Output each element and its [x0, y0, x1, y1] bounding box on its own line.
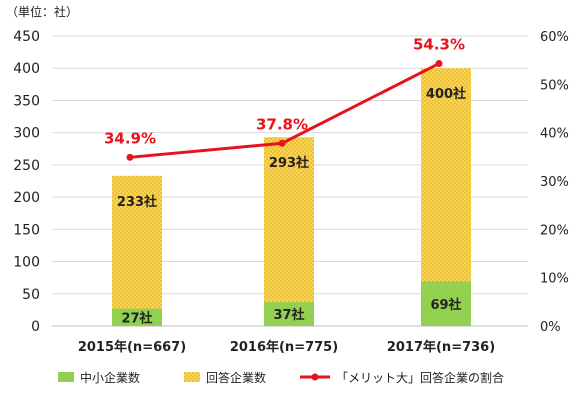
- bar-sme: [264, 302, 314, 326]
- x-category-label: 2016年(n=775): [230, 339, 338, 355]
- y2-tick-label: 40%: [540, 127, 569, 142]
- legend-swatch-sme: [58, 372, 74, 382]
- bar-sme: [421, 281, 471, 326]
- bar-total: [264, 137, 314, 326]
- legend-label-sme: 中小企業数: [80, 370, 140, 385]
- bar-total-label: 400社: [426, 86, 466, 102]
- legend-swatch-total: [184, 372, 200, 382]
- line-point: [278, 139, 286, 147]
- y-tick-label: 350: [13, 93, 40, 109]
- unit-label: （単位：社）: [6, 4, 78, 19]
- bar-sme: [112, 308, 162, 326]
- y2-tick-label: 30%: [540, 175, 569, 190]
- y-tick-label: 50: [22, 287, 40, 303]
- y-tick-label: 150: [13, 222, 40, 238]
- line-point-label: 54.3%: [413, 36, 465, 54]
- y2-tick-label: 50%: [540, 78, 569, 93]
- legend-swatch-marker: [311, 373, 319, 381]
- y2-tick-label: 0%: [540, 320, 561, 335]
- y-tick-label: 200: [13, 190, 40, 206]
- bar-total-label: 233社: [117, 194, 157, 210]
- bar-sme-label: 27社: [121, 310, 152, 326]
- y2-tick-label: 60%: [540, 30, 569, 45]
- x-category-label: 2015年(n=667): [78, 339, 186, 355]
- y2-tick-label: 20%: [540, 223, 569, 238]
- bar-sme-label: 37社: [273, 307, 304, 323]
- legend-label-line: 「メリット大」回答企業の割合: [336, 370, 504, 385]
- y-tick-label: 0: [31, 319, 40, 335]
- bar-total-label: 293社: [269, 155, 309, 171]
- line-point: [126, 153, 134, 161]
- y-tick-label: 300: [13, 126, 40, 142]
- bar-total: [112, 175, 162, 326]
- y-tick-label: 450: [13, 29, 40, 45]
- line-point-label: 34.9%: [104, 129, 156, 147]
- line-point: [435, 60, 443, 68]
- line-point-label: 37.8%: [256, 115, 308, 133]
- y-tick-label: 100: [13, 255, 40, 271]
- legend-label-total: 回答企業数: [206, 370, 266, 385]
- y2-tick-label: 10%: [540, 272, 569, 287]
- x-category-label: 2017年(n=736): [387, 339, 495, 355]
- y-tick-label: 250: [13, 158, 40, 174]
- bar-sme-label: 69社: [430, 297, 461, 313]
- y-tick-label: 400: [13, 61, 40, 77]
